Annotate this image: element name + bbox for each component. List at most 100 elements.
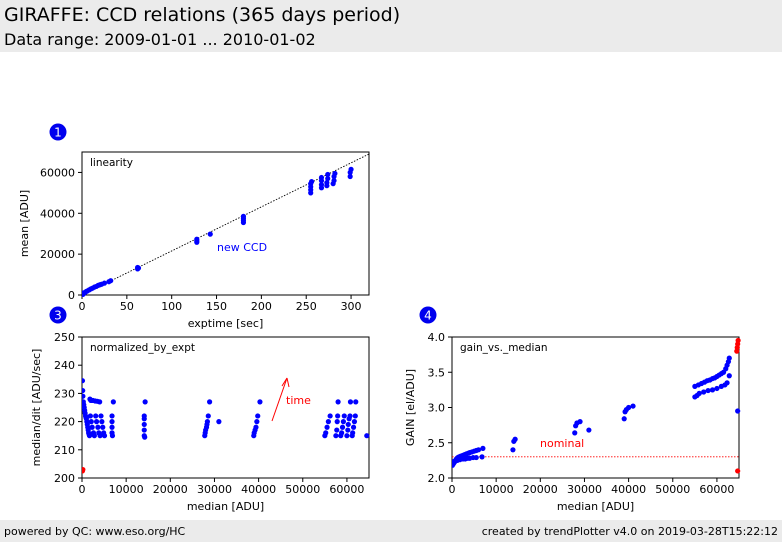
data-point: [475, 447, 482, 453]
x-tick-label: 30000: [197, 483, 232, 496]
page-title: GIRAFFE: CCD relations (365 days period): [4, 4, 401, 26]
chart-badge-number: 3: [54, 309, 62, 323]
x-tick-label: 0: [79, 300, 86, 313]
y-tick-label: 220: [54, 416, 75, 429]
data-layer: [82, 378, 370, 474]
x-tick-label: 0: [449, 483, 456, 496]
data-point: [141, 421, 147, 428]
x-tick-label: 100: [161, 300, 182, 313]
data-point: [572, 430, 578, 436]
data-point: [257, 399, 263, 405]
data-point: [345, 427, 351, 433]
data-point: [353, 399, 359, 405]
chart-1: 1 0 50 100 150 200 250 300 0 20000 40000 60000 expti…: [18, 123, 370, 330]
charts-canvas: 10 50 100 150 200 250 3000200004000060000expti…: [18, 123, 741, 513]
data-point: [141, 427, 147, 433]
chart-annotation: nominal: [540, 437, 584, 450]
data-point: [82, 393, 86, 399]
data-point: [98, 413, 104, 419]
data-point: [318, 182, 325, 188]
y-axis-label: mean [ADU]: [18, 190, 31, 257]
chart-badge: [49, 306, 67, 324]
y-tick-label: 60000: [40, 166, 75, 179]
chart-badge: [49, 123, 67, 141]
data-point: [586, 427, 592, 433]
data-point: [142, 399, 148, 405]
chart-badge-number: 4: [424, 309, 432, 323]
data-point: [91, 433, 97, 439]
data-point: [344, 433, 350, 439]
y-tick-label: 3.5: [428, 366, 446, 379]
data-point: [204, 419, 210, 425]
data-point: [709, 387, 716, 393]
data-point: [325, 419, 331, 425]
data-point: [93, 413, 99, 419]
data-point: [333, 433, 339, 439]
x-tick-label: 0: [79, 483, 86, 496]
x-tick-label: 50000: [655, 483, 690, 496]
chart-badge: [419, 306, 437, 324]
x-tick-label: 20000: [523, 483, 558, 496]
y-tick-label: 250: [54, 331, 75, 344]
y-axis-label: median/dit [ADU/sec]: [30, 349, 43, 467]
data-point: [86, 433, 93, 439]
data-point: [348, 166, 354, 172]
data-point: [341, 413, 347, 419]
red-data-point: [735, 468, 741, 474]
footer-credit: powered by QC: www.eso.org/HC: [4, 525, 186, 538]
data-point: [253, 424, 259, 430]
data-point: [480, 445, 486, 451]
red-data-point: [735, 337, 741, 344]
data-point: [473, 454, 479, 461]
y-tick-label: 2.0: [428, 472, 446, 485]
y-tick-label: 4.0: [428, 331, 446, 344]
data-point: [479, 454, 485, 460]
data-point: [97, 399, 103, 405]
data-point: [327, 413, 333, 419]
x-tick-label: 10000: [109, 483, 144, 496]
x-tick-label: 300: [341, 300, 362, 313]
data-point: [724, 380, 730, 386]
data-point: [351, 419, 358, 425]
data-point: [334, 427, 340, 433]
data-point: [345, 421, 351, 428]
data-point: [726, 373, 732, 379]
data-point: [325, 175, 331, 182]
y-tick-label: 2.5: [428, 437, 446, 450]
data-point: [331, 178, 337, 184]
chart-badge-number: 1: [54, 126, 62, 140]
data-point: [89, 424, 95, 430]
data-point: [109, 424, 115, 430]
data-point: [318, 174, 325, 181]
data-point: [207, 399, 213, 405]
panel-label: normalized_by_expt: [90, 342, 195, 354]
data-point: [350, 424, 357, 430]
x-tick-label: 50: [120, 300, 134, 313]
data-point: [309, 179, 315, 185]
x-tick-label: 250: [296, 300, 317, 313]
data-point: [240, 213, 247, 219]
data-point: [577, 419, 583, 425]
data-point: [82, 387, 86, 394]
y-tick-label: 20000: [40, 248, 75, 261]
data-point: [82, 378, 86, 384]
data-point: [347, 399, 354, 405]
data-point: [726, 355, 732, 361]
x-tick-label: 60000: [329, 483, 364, 496]
data-point: [510, 447, 516, 453]
data-point: [109, 413, 115, 419]
data-point: [109, 419, 115, 425]
x-tick-label: 200: [251, 300, 272, 313]
panel-label: linearity: [90, 157, 133, 169]
data-point: [135, 265, 142, 271]
data-point: [216, 419, 222, 425]
x-tick-label: 30000: [567, 483, 602, 496]
y-tick-label: 200: [54, 472, 75, 485]
data-point: [205, 413, 211, 419]
data-point: [323, 430, 329, 436]
data-point: [626, 404, 632, 411]
data-point: [352, 413, 358, 419]
x-axis-label: median [ADU]: [557, 500, 634, 513]
y-tick-label: 40000: [40, 207, 75, 220]
x-tick-label: 40000: [611, 483, 646, 496]
